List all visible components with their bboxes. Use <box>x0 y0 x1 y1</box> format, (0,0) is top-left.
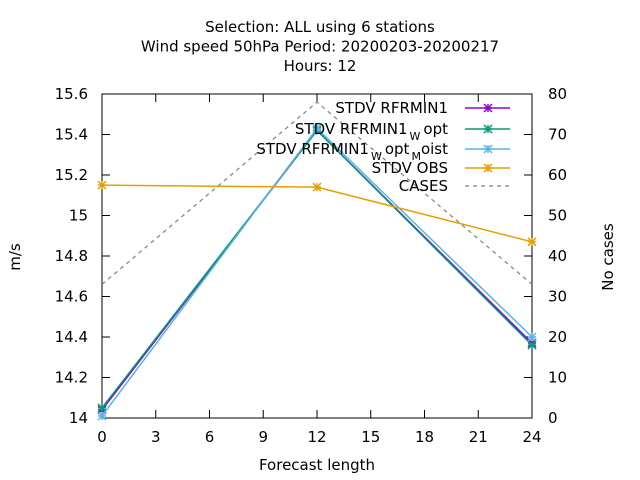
x-axis-ticks: 0 3 6 9 12 15 18 21 24 <box>97 94 542 446</box>
data-point <box>97 403 107 413</box>
chart-title: Selection: ALL using 6 stations Wind spee… <box>141 18 499 75</box>
y-tick-label: 14.6 <box>55 288 88 306</box>
title-line: Selection: ALL using 6 stations <box>205 18 435 36</box>
series-line <box>101 101 533 285</box>
legend-entry: CASES <box>399 177 510 195</box>
y-tick-label: 15.2 <box>55 166 88 184</box>
legend-label: CASES <box>399 177 448 195</box>
series-0 <box>97 125 537 415</box>
x-tick-label: 15 <box>361 428 380 446</box>
x-tick-label: 0 <box>97 428 107 446</box>
title-line: Wind speed 50hPa Period: 20200203-202002… <box>141 38 499 56</box>
y2-axis-ticks: 0 10 20 30 40 50 60 70 80 <box>524 85 567 427</box>
legend-marker <box>483 124 493 134</box>
x-tick-label: 6 <box>205 428 215 446</box>
series-3 <box>97 180 537 247</box>
data-point <box>97 411 107 421</box>
legend-entry: STDV OBS <box>372 159 510 177</box>
data-point <box>527 332 537 342</box>
x-axis-label: Forecast length <box>259 456 375 474</box>
y-tick-label: 14.2 <box>55 369 88 387</box>
y2-tick-label: 50 <box>548 207 567 225</box>
series-line <box>101 129 533 409</box>
y-tick-label: 15.6 <box>55 85 88 103</box>
legend-label: STDV RFRMIN1 <box>335 99 448 117</box>
series-1 <box>97 125 537 413</box>
y-axis-ticks: 14 14.2 14.4 14.6 14.8 15 15.2 15.4 15.6 <box>55 85 110 427</box>
y-tick-label: 15.4 <box>55 126 88 144</box>
x-tick-label: 24 <box>522 428 541 446</box>
y2-tick-label: 80 <box>548 85 567 103</box>
legend-marker <box>483 144 493 154</box>
x-tick-label: 21 <box>469 428 488 446</box>
y2-tick-label: 0 <box>548 409 558 427</box>
y2-tick-label: 20 <box>548 328 567 346</box>
data-point <box>527 237 537 247</box>
y2-tick-label: 40 <box>548 247 567 265</box>
legend-marker <box>483 103 493 113</box>
data-point <box>97 180 107 190</box>
data-point <box>527 340 537 350</box>
y-tick-label: 14.4 <box>55 328 88 346</box>
data-point <box>312 182 322 192</box>
y2-tick-label: 60 <box>548 166 567 184</box>
y-tick-label: 14 <box>69 409 88 427</box>
y-tick-label: 14.8 <box>55 247 88 265</box>
data-point <box>312 123 322 133</box>
y-tick-label: 15 <box>69 207 88 225</box>
x-tick-label: 3 <box>151 428 161 446</box>
legend-marker <box>483 163 493 173</box>
series-group <box>97 101 537 421</box>
series-line <box>101 127 533 417</box>
y-axis-label: m/s <box>6 243 24 271</box>
y2-tick-label: 70 <box>548 126 567 144</box>
y2-axis-label: No cases <box>599 223 617 291</box>
legend-label: STDV OBS <box>372 159 448 177</box>
series-2 <box>97 123 537 421</box>
title-line: Hours: 12 <box>284 57 357 75</box>
x-tick-label: 12 <box>307 428 326 446</box>
x-tick-label: 18 <box>415 428 434 446</box>
series-4 <box>101 101 533 285</box>
legend-entry: STDV RFRMIN1 <box>335 99 510 117</box>
series-line <box>101 129 533 411</box>
y2-tick-label: 10 <box>548 369 567 387</box>
y2-tick-label: 30 <box>548 288 567 306</box>
series-line <box>101 184 533 243</box>
x-tick-label: 9 <box>258 428 268 446</box>
